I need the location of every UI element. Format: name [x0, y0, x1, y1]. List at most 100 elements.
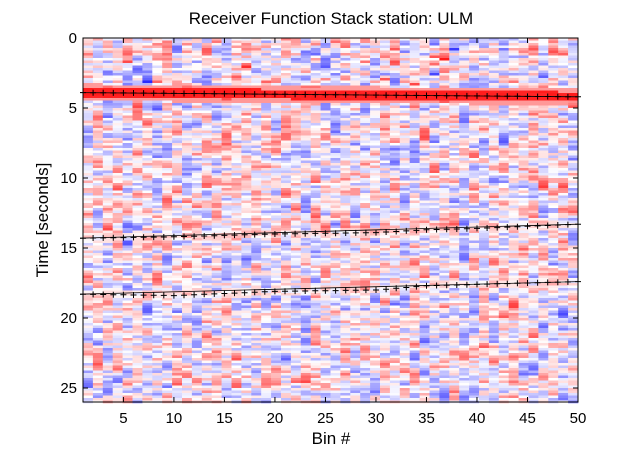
- heatmap-cell: [92, 165, 104, 169]
- heatmap-cell: [92, 80, 104, 84]
- heatmap-cell: [340, 300, 351, 304]
- heatmap-cell: [191, 55, 203, 59]
- heatmap-cell: [102, 75, 113, 79]
- heatmap-cell: [271, 118, 282, 121]
- heatmap-cell: [251, 113, 262, 116]
- heatmap-cell: [122, 200, 133, 204]
- heatmap-cell: [142, 70, 153, 74]
- heatmap-cell: [261, 213, 272, 216]
- heatmap-cell: [142, 65, 153, 69]
- heatmap-cell: [182, 75, 193, 79]
- heatmap-cell: [389, 235, 401, 239]
- heatmap-cell: [409, 135, 420, 139]
- heatmap-cell: [310, 273, 321, 276]
- heatmap-cell: [350, 83, 361, 86]
- heatmap-cell: [191, 200, 203, 204]
- heatmap-cell: [281, 340, 292, 344]
- heatmap-cell: [360, 295, 371, 299]
- heatmap-cell: [310, 203, 321, 206]
- heatmap-cell: [380, 250, 391, 254]
- heatmap-cell: [182, 73, 193, 76]
- heatmap-cell: [251, 245, 262, 249]
- heatmap-cell: [271, 223, 282, 226]
- heatmap-cell: [310, 313, 321, 316]
- heatmap-cell: [409, 170, 420, 174]
- heatmap-cell: [152, 383, 163, 386]
- heatmap-cell: [92, 55, 104, 59]
- heatmap-cell: [92, 103, 104, 106]
- heatmap-cell: [122, 365, 133, 369]
- heatmap-cell: [221, 175, 232, 179]
- heatmap-cell: [290, 123, 302, 126]
- heatmap-cell: [92, 208, 104, 211]
- heatmap-cell: [370, 368, 381, 371]
- heatmap-cell: [92, 175, 104, 179]
- heatmap-cell: [271, 120, 282, 124]
- heatmap-cell: [261, 303, 272, 306]
- heatmap-cell: [370, 65, 381, 69]
- heatmap-cell: [330, 293, 341, 296]
- heatmap-cell: [152, 363, 163, 366]
- heatmap-cell: [182, 248, 193, 251]
- heatmap-cell: [191, 395, 203, 399]
- heatmap-cell: [92, 263, 104, 266]
- heatmap-cell: [271, 218, 282, 221]
- heatmap-cell: [300, 210, 311, 214]
- heatmap-cell: [142, 350, 153, 354]
- heatmap-cell: [231, 373, 242, 376]
- heatmap-cell: [191, 235, 203, 239]
- heatmap-cell: [389, 155, 401, 159]
- heatmap-cell: [201, 128, 212, 131]
- heatmap-cell: [350, 298, 361, 301]
- heatmap-cell: [320, 100, 331, 104]
- heatmap-cell: [191, 115, 203, 119]
- heatmap-cell: [281, 230, 292, 234]
- heatmap-cell: [399, 185, 410, 189]
- heatmap-cell: [231, 385, 242, 389]
- heatmap-cell: [162, 175, 173, 179]
- heatmap-cell: [172, 243, 183, 246]
- heatmap-cell: [211, 248, 222, 251]
- heatmap-cell: [340, 285, 351, 289]
- heatmap-cell: [231, 248, 242, 251]
- heatmap-cell: [221, 150, 232, 154]
- heatmap-cell: [162, 358, 173, 361]
- heatmap-cell: [300, 110, 311, 114]
- heatmap-cell: [360, 213, 371, 216]
- heatmap-cell: [241, 118, 252, 121]
- heatmap-cell: [389, 105, 401, 109]
- heatmap-cell: [182, 388, 193, 391]
- heatmap-cell: [300, 143, 311, 146]
- heatmap-cell: [122, 78, 133, 81]
- heatmap-cell: [300, 150, 311, 154]
- heatmap-cell: [360, 243, 371, 246]
- heatmap-cell: [102, 360, 113, 364]
- heatmap-cell: [320, 325, 331, 329]
- heatmap-cell: [251, 398, 262, 401]
- heatmap-cell: [142, 170, 153, 174]
- heatmap-cell: [122, 313, 133, 316]
- heatmap-cell: [330, 340, 341, 344]
- heatmap-cell: [241, 68, 252, 71]
- heatmap-cell: [182, 313, 193, 316]
- heatmap-cell: [340, 80, 351, 84]
- heatmap-cell: [211, 388, 222, 391]
- heatmap-cell: [191, 183, 203, 186]
- heatmap-cell: [112, 263, 123, 266]
- heatmap-cell: [290, 340, 302, 344]
- heatmap-cell: [281, 160, 292, 164]
- heatmap-cell: [261, 318, 272, 321]
- heatmap-cell: [330, 375, 341, 379]
- heatmap-cell: [360, 45, 371, 49]
- heatmap-cell: [389, 313, 401, 316]
- heatmap-cell: [271, 163, 282, 166]
- heatmap-cell: [399, 55, 410, 59]
- heatmap-cell: [201, 305, 212, 309]
- heatmap-cell: [231, 75, 242, 79]
- heatmap-cell: [409, 320, 420, 324]
- heatmap-cell: [370, 230, 381, 234]
- heatmap-cell: [122, 115, 133, 119]
- heatmap-cell: [350, 98, 361, 101]
- heatmap-cell: [241, 130, 252, 134]
- heatmap-cell: [231, 38, 242, 41]
